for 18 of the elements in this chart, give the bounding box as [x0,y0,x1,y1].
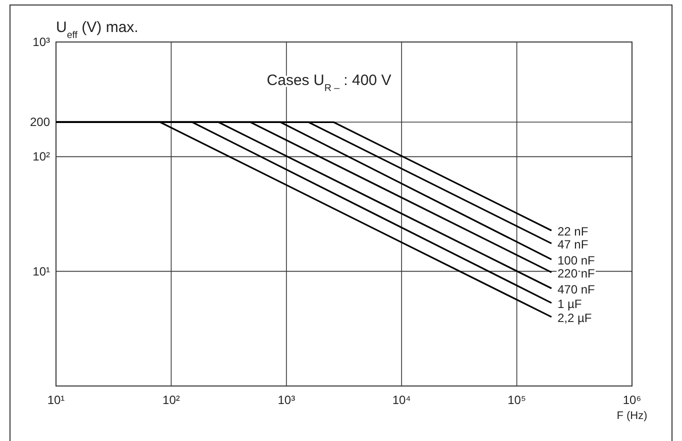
series-label: 2,2 µF [557,310,592,325]
x-axis-title: F (Hz) [616,410,648,422]
series-label: 100 nF [557,253,595,268]
series-label: 47 nF [557,237,588,252]
y-tick-label: 10¹ [32,264,50,278]
series-label: 1 µF [557,296,582,311]
x-tick-label: 10¹ [47,393,65,407]
series-label: 470 nF [557,282,595,296]
x-tick-label: 10⁶ [622,393,642,407]
y-tick-label: 10³ [32,35,50,49]
y-axis-title: U$_{eff}$ (V) max. [56,19,138,40]
series-label: 22 nF [557,224,588,239]
x-tick-label: 10⁵ [508,393,526,407]
x-tick-label: 10³ [278,393,296,407]
x-tick-label: 10² [162,393,180,407]
x-tick-label: 10⁴ [392,393,411,407]
y-tick-label: 10² [32,150,50,164]
y-tick-label: 200 [30,115,50,130]
